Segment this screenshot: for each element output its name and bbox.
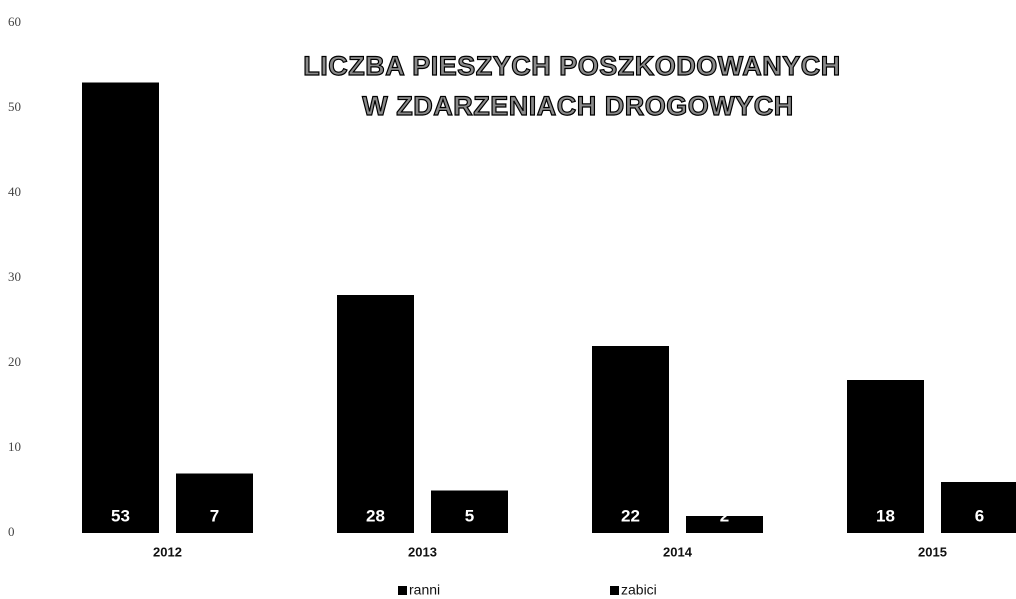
y-tick-label: 50	[8, 99, 21, 114]
bar	[592, 346, 669, 533]
y-tick-label: 10	[8, 439, 21, 454]
legend-label: zabici	[621, 582, 657, 598]
data-label: 6	[975, 506, 984, 525]
legend-swatch	[398, 586, 407, 595]
chart-title: LICZBA PIESZYCH POSZKODOWANYCH	[303, 51, 841, 81]
y-tick-label: 20	[8, 354, 21, 369]
bar	[941, 482, 1016, 533]
data-label: 28	[366, 506, 385, 525]
y-tick-label: 30	[8, 269, 21, 284]
bar	[176, 473, 253, 533]
x-tick-label: 2015	[918, 544, 947, 559]
data-label: 18	[876, 506, 895, 525]
y-tick-label: 60	[8, 14, 21, 29]
y-tick-label: 0	[8, 524, 15, 539]
bar	[82, 82, 159, 533]
x-tick-label: 2013	[408, 544, 437, 559]
legend-swatch	[610, 586, 619, 595]
data-label: 7	[210, 506, 219, 525]
x-tick-label: 2014	[663, 544, 693, 559]
data-label: 2	[720, 506, 729, 525]
x-tick-label: 2012	[153, 544, 182, 559]
bar	[431, 490, 508, 533]
data-label: 53	[111, 506, 130, 525]
data-label: 5	[465, 506, 474, 525]
bar	[686, 516, 763, 533]
bar	[337, 295, 414, 533]
chart-title: W ZDARZENIACH DROGOWYCH	[362, 91, 793, 121]
y-tick-label: 40	[8, 184, 21, 199]
legend-label: ranni	[409, 582, 440, 598]
data-label: 22	[621, 506, 640, 525]
bar	[847, 380, 924, 533]
